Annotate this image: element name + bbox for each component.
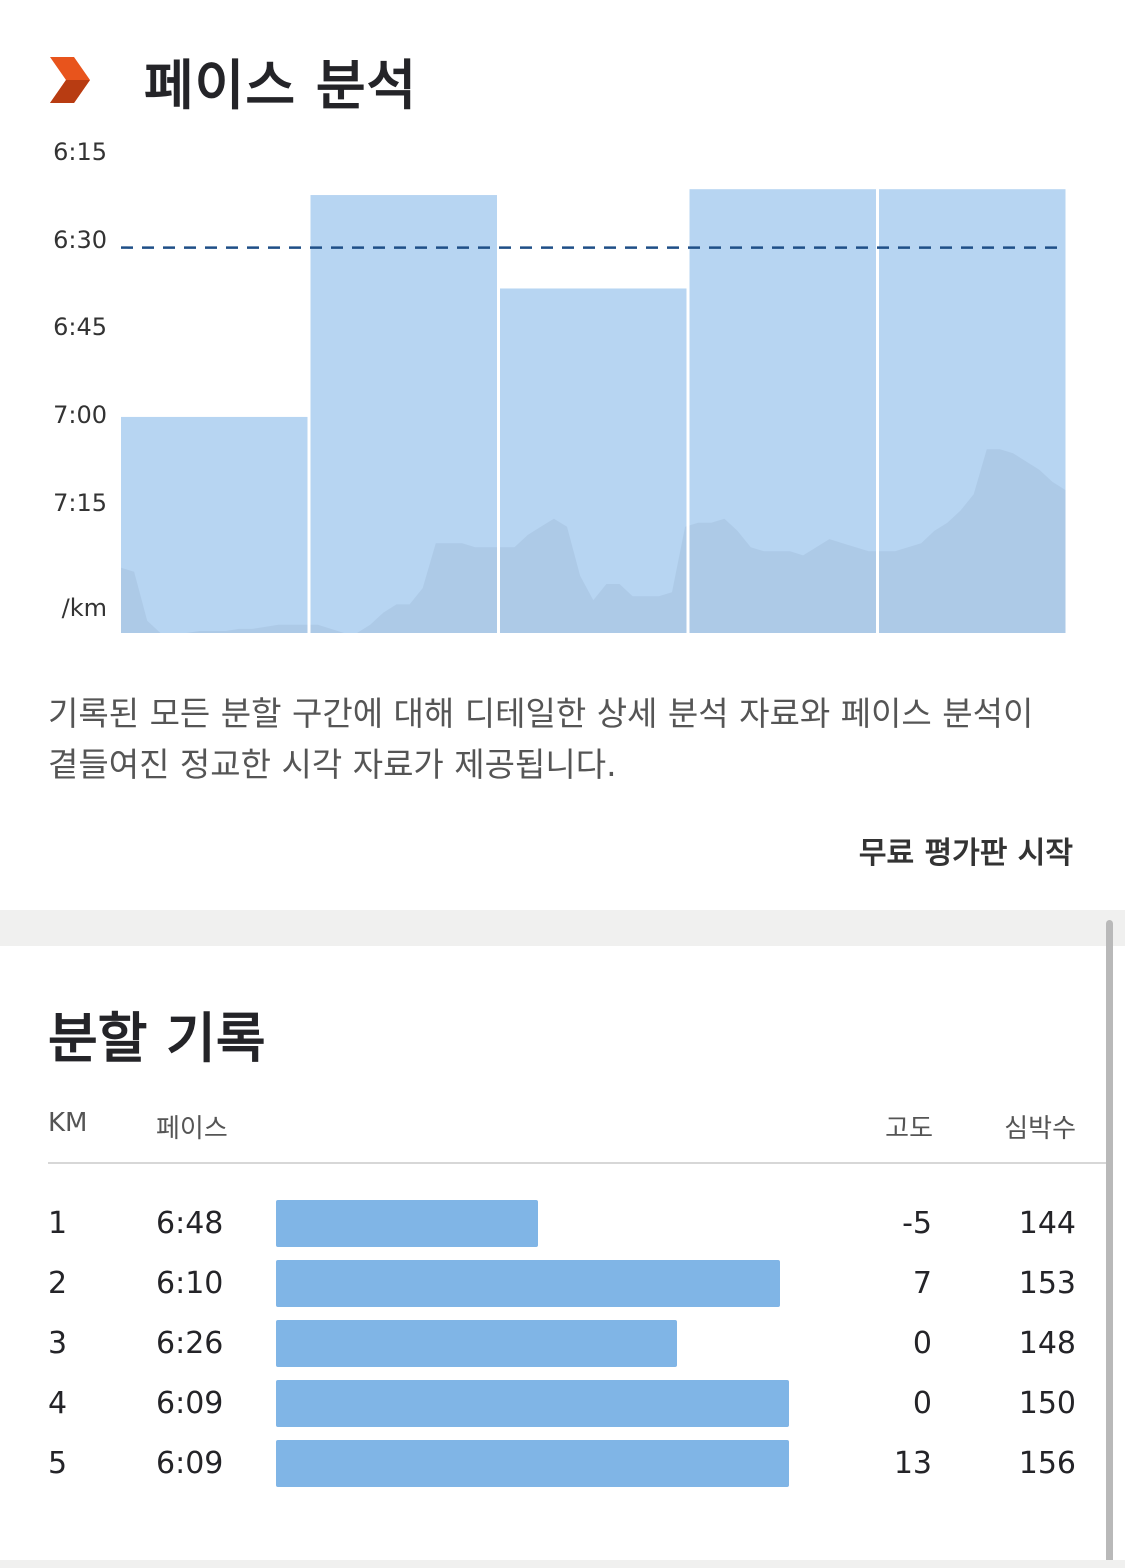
- elevation-area: [121, 449, 1066, 633]
- y-tick-label: 6:30: [53, 225, 107, 254]
- scrollbar[interactable]: [1106, 920, 1113, 1568]
- header-km: KM: [48, 1108, 88, 1138]
- split-heart-rate: 148: [1018, 1326, 1076, 1361]
- header-heart-rate: 심박수: [1004, 1114, 1076, 1144]
- split-pace: 6:48: [156, 1206, 224, 1241]
- y-axis-unit: /km: [61, 594, 107, 622]
- pace-bar-1: [121, 416, 308, 633]
- split-km: 3: [48, 1326, 68, 1361]
- split-elevation: 0: [912, 1386, 932, 1421]
- split-elevation: 7: [912, 1266, 932, 1301]
- split-km: 2: [48, 1266, 68, 1301]
- split-row: 5 6:09 13 156: [0, 1440, 1100, 1488]
- split-km: 1: [48, 1206, 68, 1241]
- split-row: 1 6:48 -5 144: [0, 1200, 1100, 1248]
- y-tick-label: 6:45: [53, 313, 107, 342]
- split-elevation: 13: [893, 1446, 932, 1481]
- pace-chart: 6:15 6:30 6:45 7:00 7:15/km: [0, 138, 1125, 650]
- split-pace-bar: [276, 1380, 789, 1427]
- split-km: 5: [48, 1446, 68, 1481]
- split-elevation: -5: [902, 1206, 932, 1241]
- y-tick-label: 7:00: [53, 401, 107, 429]
- bottom-edge: [0, 1560, 1125, 1568]
- start-free-trial-button[interactable]: 무료 평가판 시작: [859, 828, 1073, 872]
- split-pace-bar: [276, 1200, 538, 1247]
- split-pace: 6:26: [156, 1326, 224, 1361]
- split-heart-rate: 156: [1018, 1446, 1076, 1481]
- pace-header: 페이스 분석: [50, 40, 417, 120]
- splits-title: 분할 기록: [48, 1007, 266, 1070]
- y-tick-label: 6:15: [53, 138, 107, 167]
- column-separator: [497, 150, 500, 633]
- table-header-divider: [48, 1162, 1111, 1164]
- column-separator: [307, 150, 311, 633]
- page-title: 페이스 분석: [144, 53, 418, 117]
- split-heart-rate: 144: [1018, 1206, 1076, 1241]
- split-pace: 6:09: [156, 1446, 224, 1481]
- split-pace: 6:10: [156, 1266, 224, 1301]
- column-separator: [876, 150, 879, 633]
- header-pace: 페이스: [156, 1114, 228, 1144]
- header-elevation: 고도: [885, 1114, 933, 1144]
- split-pace: 6:09: [156, 1386, 224, 1421]
- split-pace-bar: [276, 1440, 789, 1487]
- split-pace-bar: [276, 1320, 677, 1367]
- column-separator: [686, 150, 690, 633]
- split-heart-rate: 153: [1018, 1266, 1076, 1301]
- y-tick-label: 7:15: [53, 488, 107, 517]
- split-row: 4 6:09 0 150: [0, 1380, 1100, 1428]
- pace-description: 기록된 모든 분할 구간에 대해 디테일한 상세 분석 자료와 페이스 분석이 …: [48, 694, 1034, 784]
- split-heart-rate: 150: [1018, 1386, 1076, 1421]
- split-elevation: 0: [912, 1326, 932, 1361]
- section-divider: [0, 910, 1125, 946]
- split-km: 4: [48, 1386, 68, 1421]
- chevron-right-icon: [50, 57, 90, 103]
- split-pace-bar: [276, 1260, 780, 1307]
- split-row: 3 6:26 0 148: [0, 1320, 1100, 1368]
- splits-section: 분할 기록 KM 페이스 고도 심박수 1 6:48 -5 144 2 6:10 7 153 3…: [0, 946, 1125, 1568]
- split-row: 2 6:10 7 153: [0, 1260, 1100, 1308]
- pace-chart-svg: [121, 150, 1066, 633]
- pace-analysis-section: 페이스 분석 6:15 6:30 6:45 7:00 7:15/km 기록된 모든 분할…: [0, 40, 1125, 872]
